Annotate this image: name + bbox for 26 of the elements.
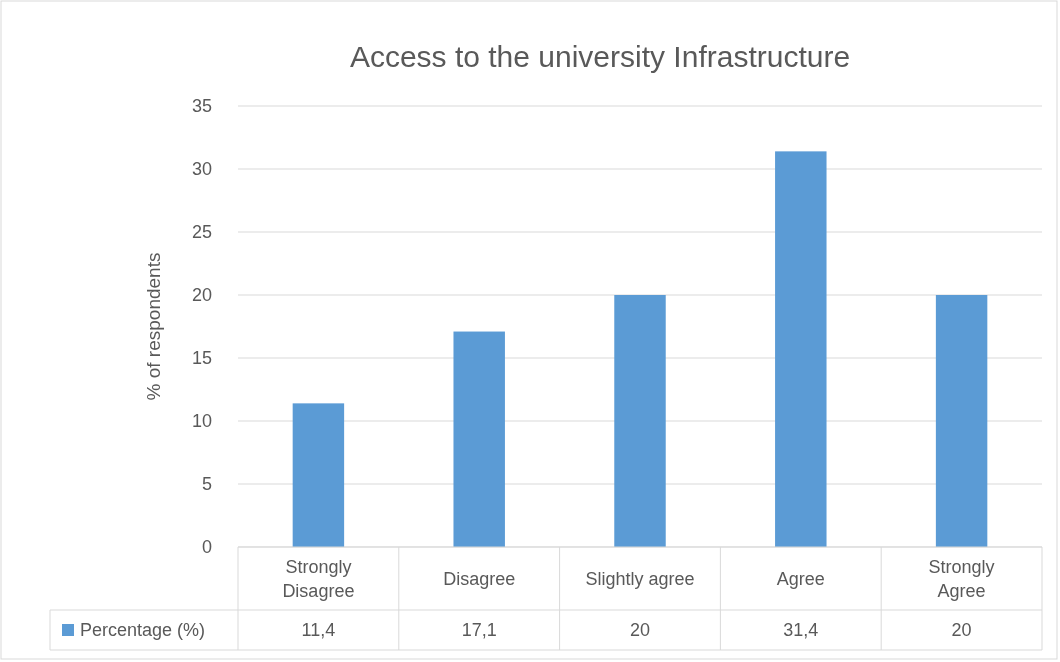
y-tick-label: 15 xyxy=(191,348,212,369)
x-tick-label: Strongly Disagree xyxy=(282,556,355,601)
chart-title: Access to the university Infrastructure xyxy=(349,40,851,73)
x-tick-label: Slightly agree xyxy=(585,568,695,589)
y-tick-label: 25 xyxy=(191,222,212,243)
y-tick-label: 0 xyxy=(201,537,212,558)
y-tick-label: 20 xyxy=(191,285,212,306)
y-tick-label: 5 xyxy=(201,474,212,495)
bar xyxy=(775,151,827,547)
bar xyxy=(935,295,988,547)
y-tick-label: 10 xyxy=(191,411,212,432)
y-axis-title: % of respondents xyxy=(143,252,164,401)
y-tick-label: 35 xyxy=(191,96,212,117)
data-label: 17,1 xyxy=(461,620,497,641)
y-tick-label: 30 xyxy=(191,159,212,180)
data-label: 11,4 xyxy=(301,620,336,641)
x-tick-label: Strongly Agree xyxy=(928,556,995,601)
x-tick-label: Agree xyxy=(776,568,825,589)
x-tick-label: Disagree xyxy=(443,568,516,589)
bar xyxy=(614,295,666,547)
bar xyxy=(453,331,505,547)
data-label: 20 xyxy=(629,620,651,641)
data-label: 31,4 xyxy=(783,620,819,641)
bar xyxy=(292,403,345,547)
legend-label: Percentage (%) xyxy=(80,620,206,641)
data-label: 20 xyxy=(951,620,972,641)
